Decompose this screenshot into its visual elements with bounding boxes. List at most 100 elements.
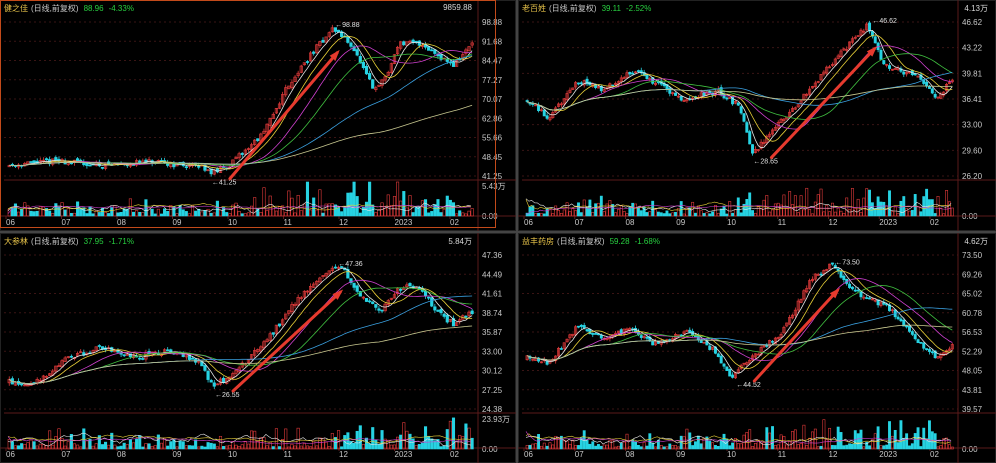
volume-bar bbox=[88, 206, 92, 217]
volume-bar bbox=[184, 211, 188, 217]
volume-bar bbox=[748, 429, 752, 450]
volume-bar bbox=[420, 442, 424, 450]
candle-body bbox=[919, 341, 923, 344]
candle-body bbox=[315, 280, 319, 285]
volume-bar bbox=[714, 445, 717, 450]
volume-bar bbox=[548, 442, 552, 450]
candle-body bbox=[287, 310, 291, 314]
volume-bar bbox=[868, 189, 871, 217]
volume-bar bbox=[808, 437, 812, 450]
candle-body bbox=[430, 49, 434, 52]
candle-body bbox=[850, 38, 854, 43]
volume-readout: 4.13万 bbox=[964, 4, 988, 13]
candle-body bbox=[776, 337, 780, 340]
candle-body bbox=[882, 60, 886, 65]
kline-chart-1[interactable]: 98.88 91.68 84.47 77.27 70.07 62.86 55.66 48.45… bbox=[0, 0, 516, 231]
chart-panel-3[interactable]: 47.36 44.49 41.61 38.74 35.87 33.00 30.12 27.25… bbox=[0, 233, 516, 463]
volume-bar bbox=[719, 208, 723, 217]
low-price-label: ←44.52 bbox=[736, 382, 761, 389]
volume-bar bbox=[602, 444, 606, 450]
volume-ma-line bbox=[7, 436, 471, 445]
candle-body bbox=[321, 39, 325, 43]
volume-bar bbox=[228, 444, 232, 450]
volume-bar bbox=[386, 194, 390, 217]
candle-body bbox=[364, 298, 369, 302]
volume-bar bbox=[215, 200, 219, 217]
candle-body bbox=[327, 270, 331, 275]
candle-body bbox=[392, 294, 397, 299]
volume-bar bbox=[825, 439, 829, 450]
volume-bar bbox=[181, 441, 185, 450]
candle-body bbox=[565, 338, 569, 343]
volume-bar bbox=[222, 207, 226, 217]
volume-bar bbox=[945, 190, 949, 217]
volume-bar bbox=[908, 210, 911, 217]
candle-body bbox=[377, 84, 381, 87]
ma20-line bbox=[526, 45, 953, 130]
x-tick-label: 2023 bbox=[395, 450, 413, 459]
chart-panel-1[interactable]: 98.88 91.68 84.47 77.27 70.07 62.86 55.66 48.45… bbox=[0, 0, 516, 231]
volume-bar bbox=[125, 208, 129, 217]
change-percent: -2.52% bbox=[626, 4, 652, 13]
candle-body bbox=[352, 282, 356, 288]
candle-body bbox=[402, 41, 406, 46]
candle-body bbox=[565, 93, 569, 101]
x-tick-label: 08 bbox=[117, 450, 126, 459]
volume-bar bbox=[88, 438, 92, 450]
trend-arrow bbox=[752, 289, 839, 383]
volume-bar bbox=[287, 190, 291, 217]
volume-bar bbox=[190, 445, 195, 450]
y-tick-label: 69.26 bbox=[962, 270, 983, 279]
volume-bar bbox=[811, 213, 814, 217]
candle-body bbox=[819, 273, 823, 276]
volume-readout: 4.62万 bbox=[964, 237, 988, 246]
volume-bar bbox=[833, 445, 837, 450]
candle-body bbox=[574, 82, 578, 88]
volume-bar bbox=[879, 445, 883, 450]
volume-bar bbox=[696, 435, 700, 450]
candle-body bbox=[371, 301, 375, 304]
x-tick-label: 12 bbox=[829, 218, 838, 227]
candle-body bbox=[628, 72, 632, 75]
volume-bar bbox=[731, 212, 735, 217]
candle-body bbox=[868, 22, 872, 32]
candle-body bbox=[785, 322, 789, 327]
volume-bar bbox=[545, 445, 549, 450]
candle-body bbox=[616, 330, 620, 334]
volume-bar bbox=[890, 211, 894, 217]
candle-body bbox=[54, 365, 58, 372]
volume-bar bbox=[166, 445, 170, 450]
candle-body bbox=[802, 290, 806, 300]
volume-bar bbox=[608, 200, 612, 217]
y-tick-label: 62.86 bbox=[482, 114, 503, 123]
candle-body bbox=[830, 64, 834, 66]
candle-body bbox=[591, 333, 595, 335]
kline-chart-4[interactable]: 73.50 69.26 65.02 60.78 56.53 52.29 48.05 43.81… bbox=[518, 233, 996, 463]
volume-bar bbox=[439, 446, 443, 450]
volume-bar bbox=[574, 210, 578, 217]
candle-body bbox=[75, 158, 80, 162]
ma30-line bbox=[526, 285, 953, 361]
chart-panel-2[interactable]: 46.62 43.22 39.81 36.41 33.00 29.60 26.20 0.00 0… bbox=[518, 0, 996, 231]
volume-bar bbox=[206, 208, 210, 217]
panel-frame bbox=[0, 0, 516, 231]
kline-chart-3[interactable]: 47.36 44.49 41.61 38.74 35.87 33.00 30.12 27.25… bbox=[0, 233, 516, 463]
x-tick-label: 06 bbox=[524, 450, 533, 459]
candle-body bbox=[246, 359, 251, 363]
volume-bar bbox=[776, 444, 780, 450]
volume-bar bbox=[939, 445, 943, 450]
candle-body bbox=[819, 74, 823, 81]
candle-body bbox=[933, 350, 937, 359]
chart-panel-4[interactable]: 73.50 69.26 65.02 60.78 56.53 52.29 48.05 43.81… bbox=[518, 233, 996, 463]
volume-bar bbox=[368, 181, 372, 217]
candle-body bbox=[29, 161, 33, 163]
candle-body bbox=[346, 269, 350, 279]
volume-bar bbox=[819, 445, 823, 450]
ma60-line bbox=[9, 55, 473, 167]
kline-chart-2[interactable]: 46.6243.2239.8136.4133.0029.6026.200.000… bbox=[518, 0, 996, 231]
volume-bar bbox=[470, 208, 474, 217]
candle-body bbox=[534, 357, 538, 361]
candle-body bbox=[582, 80, 586, 86]
volume-bar bbox=[636, 444, 640, 450]
candle-body bbox=[138, 357, 142, 360]
